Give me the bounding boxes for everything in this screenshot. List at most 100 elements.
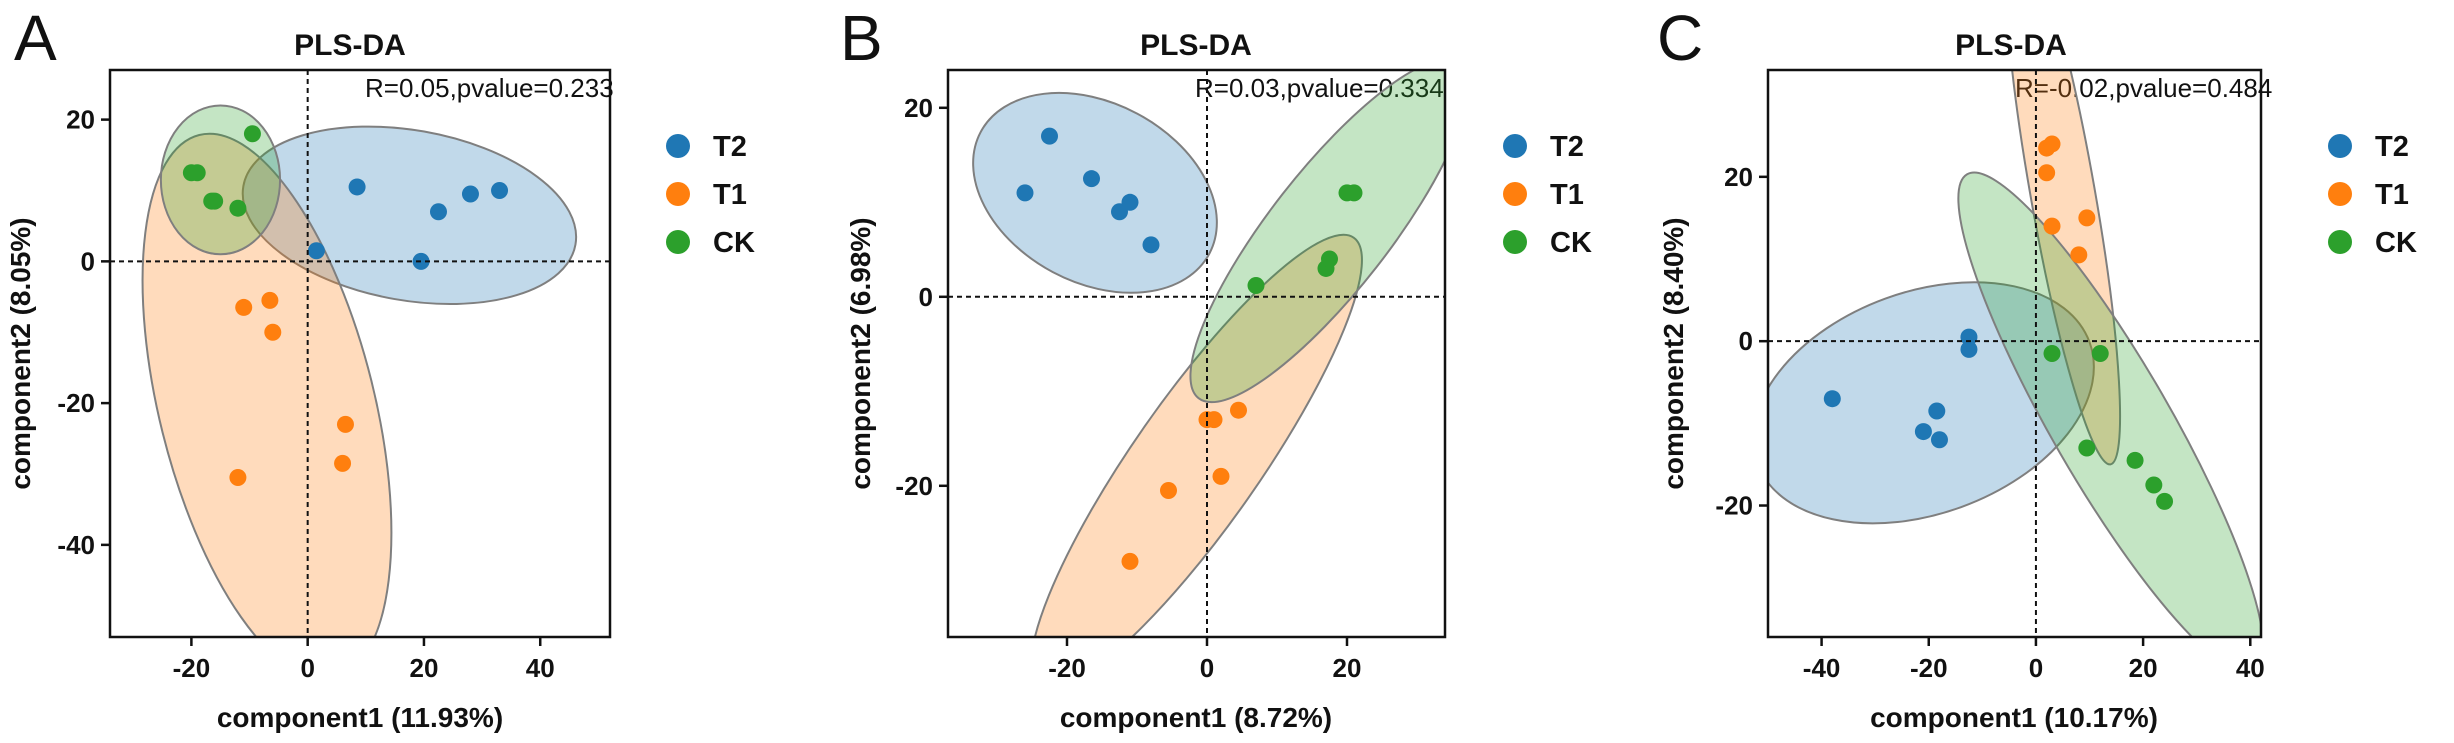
legend: T2 T1 CK (666, 131, 755, 259)
chart-title: PLS-DA (1140, 29, 1252, 62)
data-point-t1 (264, 323, 282, 341)
plot-area (972, 70, 1445, 637)
x-tick-label: 0 (2029, 653, 2043, 683)
y-tick-label: 20 (1724, 162, 1753, 192)
confidence-ellipse-t1 (2004, 70, 2122, 466)
stat-annotation: R=0.05,pvalue=0.233 (365, 73, 614, 103)
x-tick-label: -20 (1910, 653, 1948, 683)
x-tick-label: -20 (1048, 653, 1086, 683)
legend-marker-t2 (666, 134, 690, 158)
x-tick-label: 0 (300, 653, 314, 683)
data-point-t2 (412, 252, 430, 270)
confidence-ellipse-ck (1957, 171, 2261, 637)
data-point-ck (2043, 345, 2061, 362)
data-point-t1 (1121, 552, 1139, 570)
data-point-t1 (2043, 217, 2061, 235)
data-point-t1 (1212, 467, 1230, 485)
x-tick-label: 20 (1333, 653, 1362, 683)
data-point-t1 (2038, 164, 2056, 182)
legend-label-t2: T2 (713, 131, 747, 163)
data-point-t1 (2070, 246, 2088, 264)
legend: T2 T1 CK (1503, 131, 1592, 259)
plot-area (1768, 70, 2261, 637)
legend-label-t2: T2 (2375, 131, 2409, 163)
legend-label-t1: T1 (2375, 179, 2409, 211)
x-tick-label: 0 (1200, 653, 1214, 683)
confidence-ellipse-t1 (1030, 233, 1363, 637)
data-point-ck (1247, 276, 1265, 294)
legend-label-t1: T1 (1550, 179, 1584, 211)
data-point-t2 (307, 242, 325, 260)
chart-title: PLS-DA (1955, 29, 2067, 62)
x-axis-label: component1 (11.93%) (217, 702, 503, 733)
y-tick-label: 20 (66, 105, 95, 135)
legend-marker-t2 (2328, 134, 2352, 158)
stat-annotation: R=-0.02,pvalue=0.484 (2015, 73, 2272, 103)
data-point-t1 (235, 298, 253, 316)
y-axis-label: component2 (8.40%) (1658, 217, 1689, 489)
legend-label-t2: T2 (1550, 131, 1584, 163)
data-point-t1 (1230, 401, 1247, 419)
y-tick-label: 0 (1739, 326, 1753, 356)
legend-marker-ck (2328, 230, 2352, 254)
data-point-t1 (334, 454, 352, 472)
x-tick-label: 40 (2236, 653, 2265, 683)
data-point-ck (2145, 476, 2163, 494)
panel-c: C PLS-DA R=-0.02,pvalue=0.484 -40 -20 0 20 40 20… (1657, 2, 2417, 733)
data-point-t2 (461, 185, 479, 203)
data-point-t2 (1960, 328, 1978, 346)
legend-label-ck: CK (713, 227, 755, 259)
plot-area (141, 104, 578, 637)
chart-title: PLS-DA (294, 29, 406, 62)
data-point-ck (2126, 451, 2144, 469)
legend: T2 T1 CK (2328, 131, 2417, 259)
data-point-t2 (1960, 340, 1978, 358)
data-point-t2 (348, 178, 366, 196)
data-point-t2 (1823, 390, 1841, 408)
x-axis-label: component1 (10.17%) (1870, 702, 2158, 733)
legend-marker-ck (666, 230, 690, 254)
data-point-t2 (1041, 127, 1058, 145)
legend-marker-t1 (2328, 182, 2352, 206)
data-point-t1 (2078, 209, 2096, 227)
legend-marker-t1 (666, 182, 690, 206)
data-point-ck (203, 192, 221, 210)
data-point-t2 (1016, 184, 1034, 202)
data-point-t1 (229, 469, 247, 487)
data-point-t2 (429, 203, 447, 221)
confidence-ellipse-t2 (241, 125, 578, 306)
y-tick-label: 20 (904, 93, 933, 123)
data-point-t2 (1930, 431, 1948, 449)
data-point-t2 (1914, 423, 1932, 441)
data-point-t1 (1205, 411, 1223, 429)
x-tick-label: 40 (526, 653, 555, 683)
panel-letter: B (840, 2, 883, 74)
data-point-ck (2091, 345, 2109, 362)
data-point-ck (1345, 184, 1363, 202)
data-point-ck (1321, 250, 1338, 268)
legend-marker-t1 (1503, 182, 1527, 206)
confidence-ellipse-t2 (1768, 281, 2095, 525)
data-point-ck (243, 125, 261, 143)
data-point-t1 (2043, 135, 2061, 153)
data-point-t1 (1160, 482, 1177, 500)
y-tick-label: -20 (1715, 491, 1753, 521)
legend-marker-t2 (1503, 134, 1527, 158)
y-tick-label: 0 (919, 282, 933, 312)
y-tick-label: -20 (895, 471, 933, 501)
panel-a: A PLS-DA R=0.05,pvalue=0.233 -20 0 20 40 20 0 -20… (5, 2, 755, 733)
y-tick-label: -40 (57, 530, 95, 560)
data-point-t2 (1083, 170, 1100, 188)
data-point-ck (2156, 492, 2174, 510)
x-tick-label: 20 (409, 653, 438, 683)
panel-letter: C (1657, 2, 1703, 74)
plot-frame (1766, 68, 2263, 639)
legend-label-ck: CK (2375, 227, 2417, 259)
y-tick-label: -20 (57, 388, 95, 418)
plot-frame (108, 68, 612, 639)
x-tick-label: 20 (2129, 653, 2158, 683)
data-point-ck (2078, 439, 2096, 457)
confidence-ellipse-t1 (141, 132, 393, 637)
confidence-ellipse-ck (159, 104, 282, 256)
data-point-t2 (1142, 236, 1160, 254)
